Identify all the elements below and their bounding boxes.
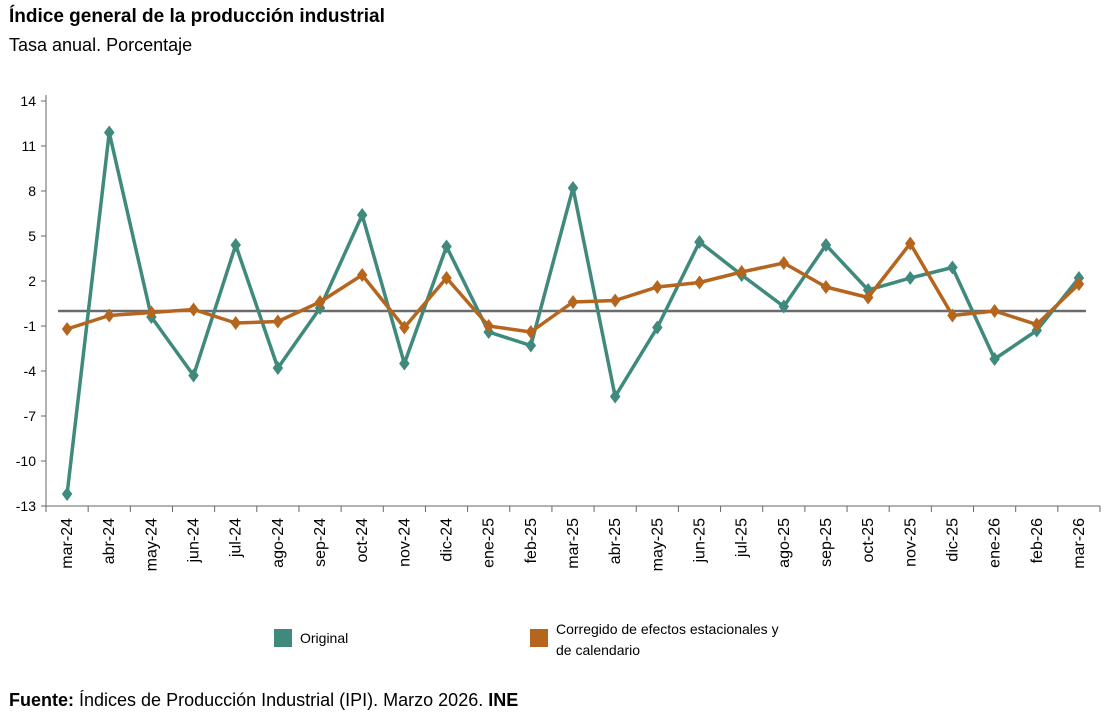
data-point-original [947,260,958,275]
data-point-corrected [146,305,157,320]
x-axis: mar-24 abr-24 may-24 jun-24 jul-24 ago-24 sep-… [45,505,1101,571]
data-point-corrected [483,319,494,333]
chart-title: Índice general de la producción industri… [9,6,385,27]
data-point-original [272,361,284,375]
x-tick-label: mar-26 [1071,518,1088,569]
y-tick-label: -4 [24,363,37,379]
x-tick-label: dic-24 [439,518,456,562]
data-point-corrected [1031,317,1043,332]
data-point-corrected [736,265,747,279]
x-tick-label: jun-25 [691,518,708,564]
source-label: Fuente: [9,690,74,710]
data-point-original [399,356,410,371]
data-point-corrected [61,322,73,336]
data-point-original [61,487,73,501]
data-point-corrected [778,256,790,270]
data-point-corrected [441,271,452,285]
data-point-original [989,352,1000,366]
source-note: Fuente: Índices de Producción Industrial… [9,690,518,711]
x-tick-label: nov-25 [902,518,919,567]
x-tick-label: dic-25 [944,518,961,562]
y-tick-label: -7 [24,408,37,424]
data-point-original [188,368,199,383]
legend-swatch-corrected [530,629,548,647]
x-tick-label: feb-25 [523,518,540,563]
source-text: Índices de Producción Industrial (IPI). … [79,690,484,710]
data-point-original [778,299,790,314]
y-tick-label: 5 [28,228,36,244]
x-tick-label: abr-25 [607,518,624,564]
x-tick-label: mar-25 [565,518,582,569]
data-point-corrected [399,320,410,335]
data-point-corrected [820,280,832,294]
data-point-original [905,271,916,285]
y-tick-label: -1 [24,318,37,334]
x-tick-label: mar-24 [59,518,76,569]
data-point-corrected [905,236,916,251]
x-tick-label: may-25 [649,518,666,571]
x-tick-label: sep-24 [312,518,329,567]
source-org: INE [488,690,519,710]
x-tick-label: jul-24 [228,518,245,558]
data-point-corrected [1073,277,1085,291]
x-tick-label: nov-24 [396,518,413,567]
data-point-corrected [652,280,663,294]
y-tick-label: -13 [16,498,36,514]
data-point-original [356,208,368,222]
data-point-corrected [567,295,579,309]
x-tick-label: feb-26 [1029,518,1046,563]
legend-label-corrected: Corregido de efectos estacionales y de c… [556,621,779,658]
data-point-corrected [314,295,326,309]
series-line-corrected [66,241,1081,334]
data-point-original [609,389,621,404]
x-tick-label: jun-24 [186,518,203,564]
x-tick-label: ago-24 [270,518,287,568]
series-group [61,125,1085,501]
x-tick-label: ene-25 [481,518,498,568]
series-original [61,125,1085,501]
data-point-corrected [989,304,1000,318]
data-point-original [567,181,579,195]
x-tick-label: ago-25 [776,518,793,568]
data-point-original [525,338,537,353]
data-point-corrected [230,316,241,330]
data-point-corrected [188,302,199,317]
series-corrected [61,236,1085,339]
data-point-corrected [356,268,368,282]
x-tick-label: jul-25 [734,518,751,558]
y-tick-label: 14 [20,93,36,109]
data-point-corrected [947,308,958,323]
data-point-original [441,239,452,254]
y-tick-label: 2 [28,273,36,289]
chart-subtitle: Tasa anual. Porcentaje [9,35,193,55]
x-tick-label: oct-25 [860,518,877,563]
x-tick-label: abr-24 [101,518,118,564]
data-point-corrected [103,308,115,323]
data-point-corrected [862,290,874,305]
data-point-original [103,125,115,140]
legend-label-original: Original [300,630,349,646]
data-point-corrected [272,314,284,329]
y-tick-label: -10 [16,453,36,469]
data-point-original [820,238,832,252]
line-chart: 14 11 8 5 2 -1 -4 -7 -10 -13 mar-24 abr-24 may-24 ju… [16,93,1101,571]
legend-swatch-original [274,629,292,647]
x-tick-label: ene-26 [987,518,1004,568]
y-axis: 14 11 8 5 2 -1 -4 -7 -10 -13 [16,93,47,514]
data-point-original [694,235,705,249]
x-tick-label: may-24 [143,518,160,571]
data-point-original [652,320,663,335]
data-point-original [230,238,241,252]
y-tick-label: 8 [28,183,36,199]
data-point-corrected [694,275,705,290]
data-point-corrected [609,293,621,308]
x-tick-label: oct-24 [354,518,371,563]
x-tick-label: sep-25 [818,518,835,567]
data-point-corrected [525,325,537,339]
y-tick-label: 11 [21,138,36,154]
